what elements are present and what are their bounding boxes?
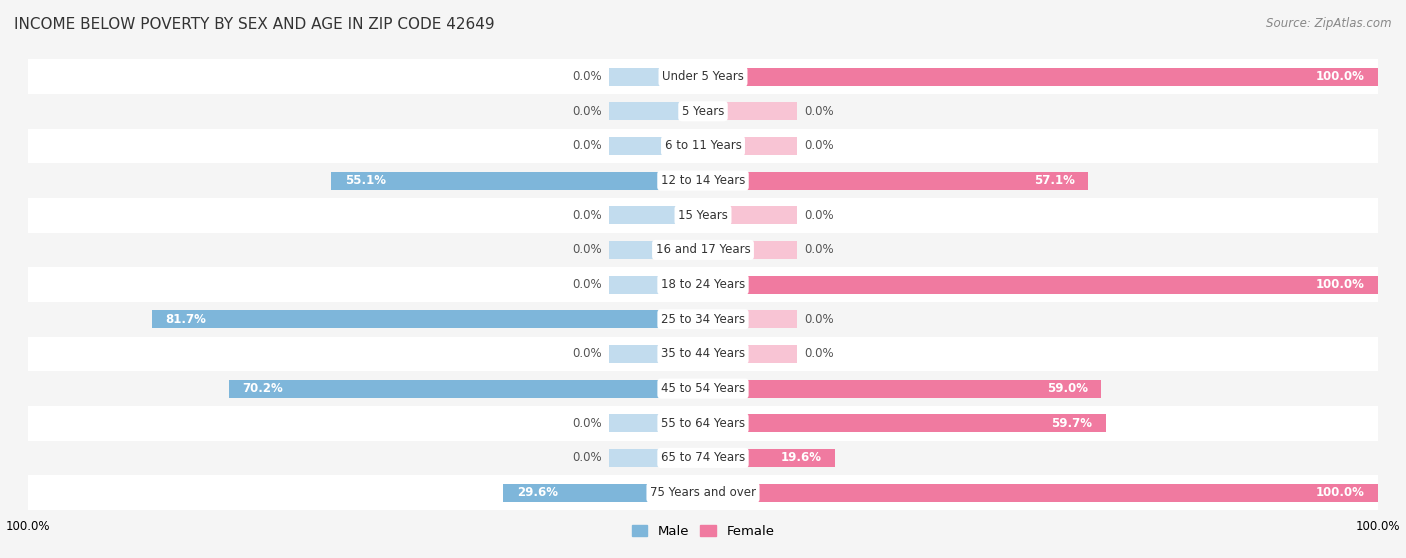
- Text: 55 to 64 Years: 55 to 64 Years: [661, 417, 745, 430]
- Bar: [609, 310, 703, 328]
- Text: 100.0%: 100.0%: [1316, 70, 1364, 83]
- Text: 16 and 17 Years: 16 and 17 Years: [655, 243, 751, 257]
- Bar: [609, 484, 703, 502]
- Bar: [28, 371, 1378, 406]
- Bar: [28, 441, 1378, 475]
- Bar: [703, 484, 797, 502]
- Text: 65 to 74 Years: 65 to 74 Years: [661, 451, 745, 464]
- Text: 29.6%: 29.6%: [517, 486, 558, 499]
- Bar: [703, 206, 797, 224]
- Bar: [28, 198, 1378, 233]
- Bar: [229, 379, 703, 398]
- Bar: [703, 449, 797, 467]
- Bar: [609, 449, 703, 467]
- Bar: [703, 484, 1378, 502]
- Bar: [28, 302, 1378, 336]
- Text: 0.0%: 0.0%: [572, 243, 602, 257]
- Text: 55.1%: 55.1%: [344, 174, 385, 187]
- Bar: [332, 171, 703, 190]
- Text: Under 5 Years: Under 5 Years: [662, 70, 744, 83]
- Bar: [609, 414, 703, 432]
- Bar: [28, 267, 1378, 302]
- Bar: [609, 241, 703, 259]
- Bar: [609, 102, 703, 121]
- Text: INCOME BELOW POVERTY BY SEX AND AGE IN ZIP CODE 42649: INCOME BELOW POVERTY BY SEX AND AGE IN Z…: [14, 17, 495, 32]
- Text: 45 to 54 Years: 45 to 54 Years: [661, 382, 745, 395]
- Bar: [703, 137, 797, 155]
- Bar: [703, 276, 797, 294]
- Text: 0.0%: 0.0%: [572, 140, 602, 152]
- Bar: [703, 310, 797, 328]
- Bar: [703, 414, 797, 432]
- Text: 0.0%: 0.0%: [572, 70, 602, 83]
- Text: 0.0%: 0.0%: [804, 209, 834, 222]
- Text: 0.0%: 0.0%: [804, 348, 834, 360]
- Text: 0.0%: 0.0%: [804, 105, 834, 118]
- Bar: [28, 59, 1378, 94]
- Bar: [28, 233, 1378, 267]
- Text: 59.7%: 59.7%: [1052, 417, 1092, 430]
- Text: 0.0%: 0.0%: [572, 278, 602, 291]
- Bar: [28, 163, 1378, 198]
- Text: 59.0%: 59.0%: [1046, 382, 1088, 395]
- Text: Source: ZipAtlas.com: Source: ZipAtlas.com: [1267, 17, 1392, 30]
- Text: 18 to 24 Years: 18 to 24 Years: [661, 278, 745, 291]
- Legend: Male, Female: Male, Female: [626, 520, 780, 543]
- Bar: [703, 171, 1088, 190]
- Bar: [703, 102, 797, 121]
- Bar: [28, 475, 1378, 510]
- Bar: [609, 206, 703, 224]
- Bar: [28, 406, 1378, 441]
- Text: 25 to 34 Years: 25 to 34 Years: [661, 312, 745, 326]
- Text: 75 Years and over: 75 Years and over: [650, 486, 756, 499]
- Text: 0.0%: 0.0%: [804, 140, 834, 152]
- Bar: [703, 345, 797, 363]
- Bar: [703, 68, 1378, 85]
- Bar: [703, 171, 797, 190]
- Bar: [609, 137, 703, 155]
- Text: 6 to 11 Years: 6 to 11 Years: [665, 140, 741, 152]
- Bar: [503, 484, 703, 502]
- Text: 35 to 44 Years: 35 to 44 Years: [661, 348, 745, 360]
- Bar: [703, 276, 1378, 294]
- Text: 0.0%: 0.0%: [572, 105, 602, 118]
- Text: 70.2%: 70.2%: [243, 382, 284, 395]
- Bar: [703, 449, 835, 467]
- Text: 100.0%: 100.0%: [1316, 278, 1364, 291]
- Text: 12 to 14 Years: 12 to 14 Years: [661, 174, 745, 187]
- Text: 100.0%: 100.0%: [1316, 486, 1364, 499]
- Bar: [28, 128, 1378, 163]
- Bar: [609, 171, 703, 190]
- Text: 0.0%: 0.0%: [572, 209, 602, 222]
- Bar: [609, 276, 703, 294]
- Text: 15 Years: 15 Years: [678, 209, 728, 222]
- Text: 19.6%: 19.6%: [780, 451, 821, 464]
- Bar: [703, 68, 797, 85]
- Bar: [703, 414, 1107, 432]
- Bar: [28, 94, 1378, 128]
- Text: 0.0%: 0.0%: [572, 348, 602, 360]
- Text: 5 Years: 5 Years: [682, 105, 724, 118]
- Bar: [609, 68, 703, 85]
- Bar: [609, 379, 703, 398]
- Bar: [609, 345, 703, 363]
- Bar: [28, 336, 1378, 371]
- Bar: [703, 379, 1101, 398]
- Bar: [703, 241, 797, 259]
- Text: 0.0%: 0.0%: [804, 312, 834, 326]
- Bar: [703, 379, 797, 398]
- Text: 57.1%: 57.1%: [1033, 174, 1074, 187]
- Bar: [152, 310, 703, 328]
- Text: 0.0%: 0.0%: [804, 243, 834, 257]
- Text: 0.0%: 0.0%: [572, 451, 602, 464]
- Text: 0.0%: 0.0%: [572, 417, 602, 430]
- Text: 81.7%: 81.7%: [165, 312, 207, 326]
